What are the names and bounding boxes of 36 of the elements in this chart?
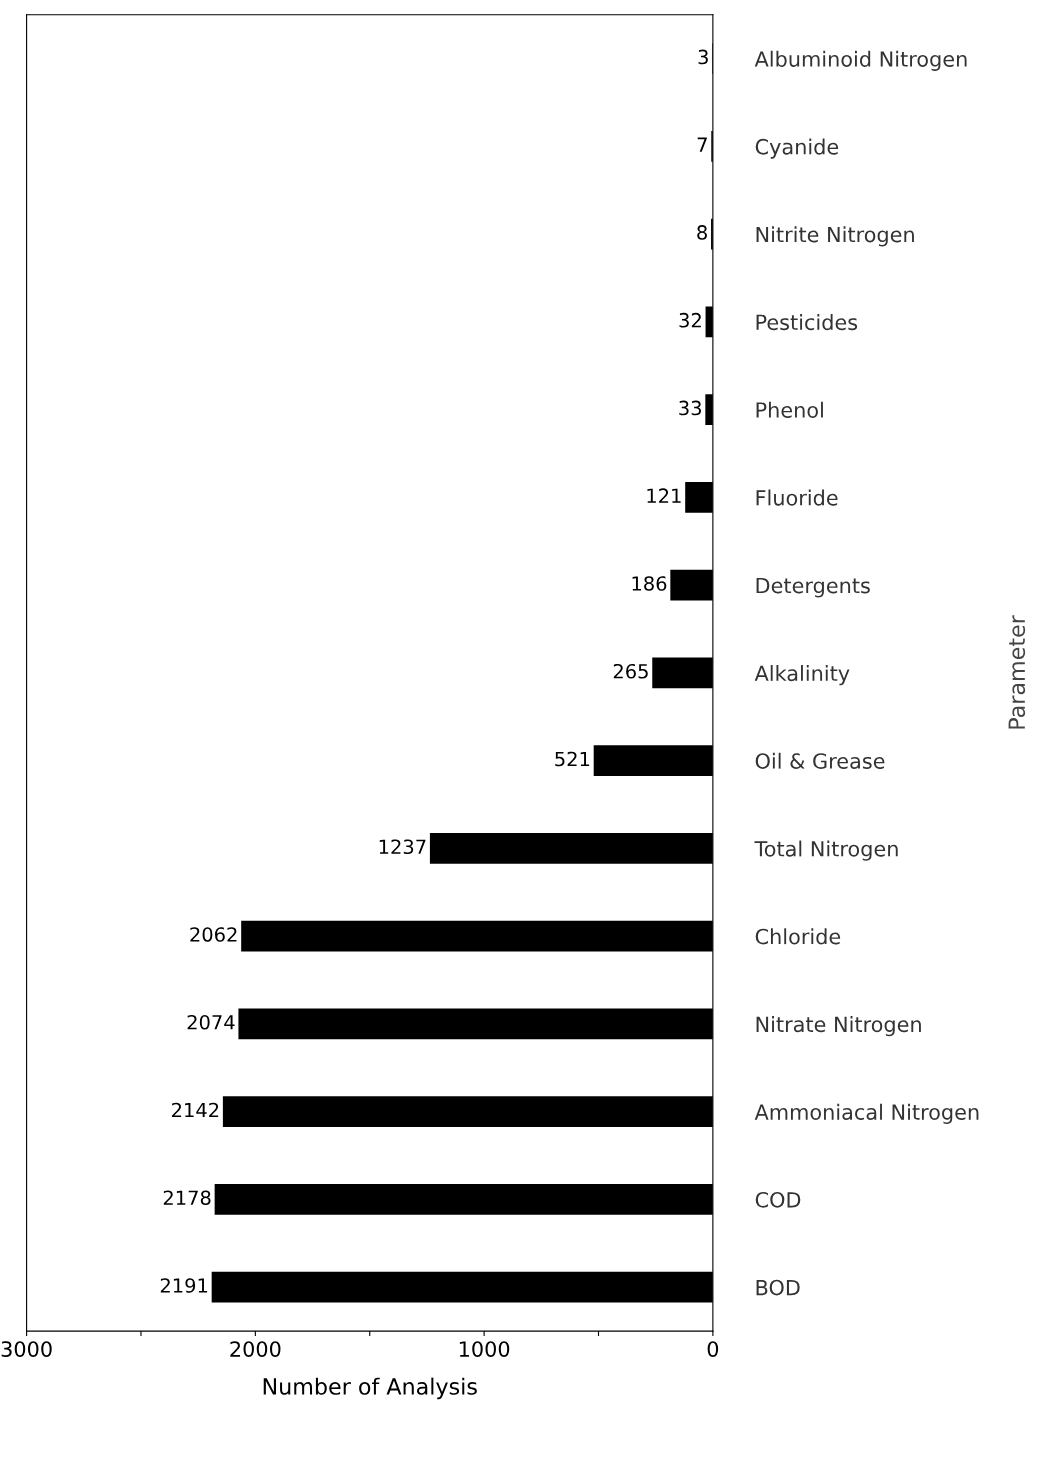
data-label: 265 xyxy=(613,663,648,679)
data-label: 33 xyxy=(679,400,701,416)
data-label: 2074 xyxy=(187,1014,235,1030)
data-label: 186 xyxy=(632,576,667,591)
data-label: 2142 xyxy=(172,1102,219,1118)
x-axis-title: Number of Analysis xyxy=(263,1377,477,1400)
y-tick-label: Detergents xyxy=(756,577,870,598)
data-label: 2191 xyxy=(160,1278,208,1293)
x-tick-label: 2000 xyxy=(230,1341,281,1357)
data-label: 121 xyxy=(647,488,681,503)
y-tick-label: Oil & Grease xyxy=(755,752,885,769)
y-tick-label: Alkalinity xyxy=(754,665,850,686)
data-label: 8 xyxy=(697,225,707,240)
data-label: 521 xyxy=(555,751,590,767)
y-tick-label: Chloride xyxy=(755,928,841,945)
y-tick-label: Phenol xyxy=(756,401,823,418)
y-tick-label: COD xyxy=(755,1191,801,1208)
y-tick-label: Pesticides xyxy=(756,314,858,331)
y-axis-title: Parameter xyxy=(1008,615,1026,729)
y-tick-label: Cyanide xyxy=(755,138,839,159)
data-label: 3 xyxy=(698,49,708,65)
data-label: 2062 xyxy=(190,927,237,942)
y-tick-label: Ammoniacal Nitrogen xyxy=(754,1103,979,1124)
data-label: 2178 xyxy=(163,1190,211,1206)
x-tick-label: 1000 xyxy=(459,1341,510,1357)
y-tick-label: Total Nitrogen xyxy=(754,840,898,861)
data-label: 1237 xyxy=(379,839,426,855)
y-tick-label: Nitrite Nitrogen xyxy=(756,226,914,247)
data-label: 32 xyxy=(679,312,701,328)
y-tick-label: Fluoride xyxy=(756,489,838,506)
y-tick-label: Nitrate Nitrogen xyxy=(756,1016,921,1037)
data-label: 7 xyxy=(697,137,707,152)
y-tick-label: BOD xyxy=(756,1279,800,1296)
x-tick-label: 0 xyxy=(707,1341,719,1357)
y-tick-label: Albuminoid Nitrogen xyxy=(754,50,967,71)
x-tick-label: 3000 xyxy=(1,1341,52,1357)
